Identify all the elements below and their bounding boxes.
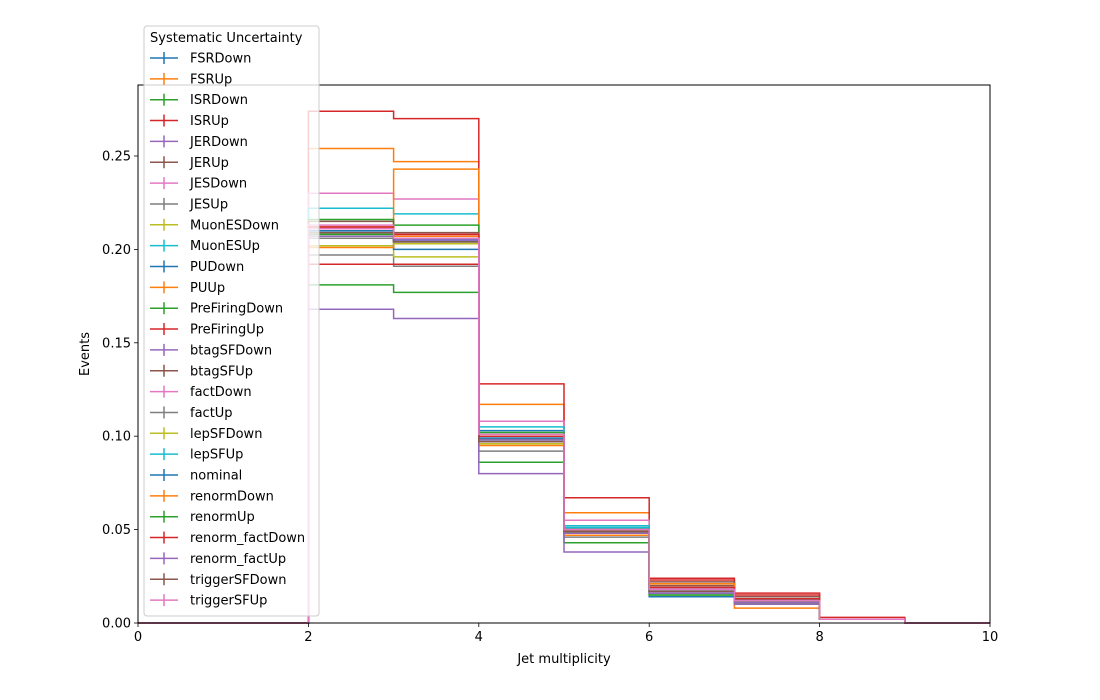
legend-title: Systematic Uncertainty xyxy=(150,31,303,46)
legend-entry: MuonESDown xyxy=(150,218,279,233)
y-tick-label: 0.00 xyxy=(102,617,131,632)
y-axis-ticks: 0.00 0.05 0.10 0.15 0.20 0.25 xyxy=(102,149,138,632)
legend-label: MuonESUp xyxy=(190,239,260,254)
legend-entry: PUUp xyxy=(150,281,225,296)
legend-label: triggerSFUp xyxy=(190,594,267,609)
legend-entry: JESDown xyxy=(150,177,247,192)
legend-entry: nominal xyxy=(150,469,242,484)
legend-entry: factUp xyxy=(150,406,233,421)
x-tick-label: 10 xyxy=(982,630,999,645)
legend-label: nominal xyxy=(190,469,242,484)
x-axis-ticks: 0 2 4 6 8 10 xyxy=(134,623,998,645)
legend-entry: JESUp xyxy=(150,197,228,212)
x-axis-label: Jet multiplicity xyxy=(516,652,611,667)
x-tick-label: 8 xyxy=(815,630,823,645)
legend-label: renorm_factUp xyxy=(190,552,286,567)
legend-entry: JERUp xyxy=(150,156,229,171)
y-tick-label: 0.10 xyxy=(102,430,131,445)
legend-label: renorm_factDown xyxy=(190,531,305,546)
legend-entry: MuonESUp xyxy=(150,239,260,254)
legend-label: PUDown xyxy=(190,260,244,275)
legend-label: triggerSFDown xyxy=(190,573,286,588)
x-tick-label: 0 xyxy=(134,630,142,645)
legend-entry: lepSFDown xyxy=(150,427,262,442)
legend-label: JERDown xyxy=(189,135,248,150)
legend-label: JESUp xyxy=(189,197,228,212)
y-tick-label: 0.15 xyxy=(102,336,131,351)
legend-entry: renorm_factUp xyxy=(150,552,286,567)
legend-label: JESDown xyxy=(189,177,247,192)
x-tick-label: 6 xyxy=(645,630,653,645)
legend-label: MuonESDown xyxy=(190,218,279,233)
legend-entry: PUDown xyxy=(150,260,244,275)
legend-label: btagSFUp xyxy=(190,364,253,379)
legend-entry: factDown xyxy=(150,385,252,400)
legend-entry: PreFiringUp xyxy=(150,323,264,338)
legend-entry: ISRDown xyxy=(150,93,248,108)
legend-label: ISRUp xyxy=(190,114,229,129)
legend-entries: FSRDown FSRUp ISRDown ISRUp JERDown JERUp JESD… xyxy=(150,52,305,609)
legend-label: ISRDown xyxy=(190,93,248,108)
legend-entry: renorm_factDown xyxy=(150,531,305,546)
legend-entry: FSRDown xyxy=(150,52,251,67)
legend-label: PreFiringDown xyxy=(190,302,283,317)
legend-label: renormUp xyxy=(190,510,255,525)
legend-label: JERUp xyxy=(189,156,229,171)
x-tick-label: 4 xyxy=(475,630,483,645)
y-tick-label: 0.20 xyxy=(102,243,131,258)
legend-label: factUp xyxy=(190,406,233,421)
y-tick-label: 0.25 xyxy=(102,149,131,164)
legend-entry: triggerSFDown xyxy=(150,573,286,588)
legend-label: lepSFUp xyxy=(190,448,243,463)
legend-entry: JERDown xyxy=(150,135,248,150)
axes-frame xyxy=(137,84,991,624)
y-axis-label: Events xyxy=(78,332,93,376)
legend-entry: lepSFUp xyxy=(150,448,243,463)
legend-label: FSRDown xyxy=(190,52,251,67)
legend-entry: renormDown xyxy=(150,489,274,504)
legend-entry: PreFiringDown xyxy=(150,302,283,317)
legend-entry: renormUp xyxy=(150,510,255,525)
x-tick-label: 2 xyxy=(304,630,312,645)
legend-entry: btagSFUp xyxy=(150,364,253,379)
legend-entry: btagSFDown xyxy=(150,343,272,358)
y-tick-label: 0.05 xyxy=(102,523,131,538)
legend-label: btagSFDown xyxy=(190,343,272,358)
legend-entry: triggerSFUp xyxy=(150,594,267,609)
legend-entry: ISRUp xyxy=(150,114,229,129)
legend: Systematic Uncertainty FSRDown FSRUp ISRDo… xyxy=(143,25,320,617)
legend-frame xyxy=(143,25,320,617)
legend-label: FSRUp xyxy=(190,72,232,87)
legend-label: factDown xyxy=(190,385,252,400)
legend-label: PreFiringUp xyxy=(190,323,264,338)
legend-label: PUUp xyxy=(190,281,225,296)
legend-label: lepSFDown xyxy=(190,427,262,442)
legend-label: renormDown xyxy=(190,489,274,504)
legend-entry: FSRUp xyxy=(150,72,232,87)
